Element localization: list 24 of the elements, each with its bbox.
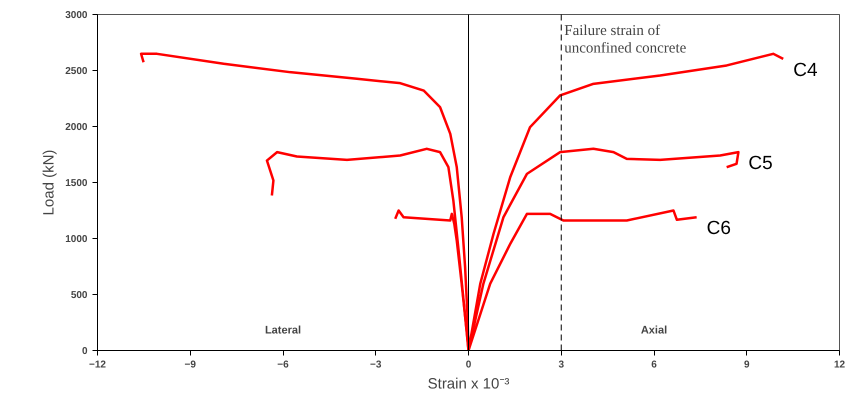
y-tick-label: 1000 [65,234,88,245]
x-tick-label: 12 [834,360,846,370]
x-axis-title: Strain x 10⁻³ [428,376,510,392]
series-label: C5 [748,153,773,174]
x-tick-label: −12 [89,360,106,370]
y-tick-label: 3000 [65,10,88,21]
series-label: C6 [706,218,731,240]
x-tick-label: 0 [466,360,472,370]
x-tick-label: −9 [184,360,196,370]
annotation: Axial [640,324,668,336]
x-tick-label: 6 [651,360,658,370]
x-tick-label: 3 [558,360,564,370]
x-tick-label: −6 [277,360,290,370]
y-tick-label: 0 [82,346,88,357]
x-tick-label: −3 [370,360,382,370]
y-tick-label: 2500 [65,66,88,77]
ref-line-label: Failure strain of unconfined concrete [564,22,687,56]
x-tick-label: 9 [744,360,750,370]
y-tick-label: 2000 [65,122,88,133]
y-tick-label: 500 [70,290,88,301]
y-tick-label: 1500 [65,178,88,189]
series-label: C4 [793,60,818,81]
y-axis-title: Load (kN) [40,150,58,216]
annotation: Lateral [264,324,302,336]
